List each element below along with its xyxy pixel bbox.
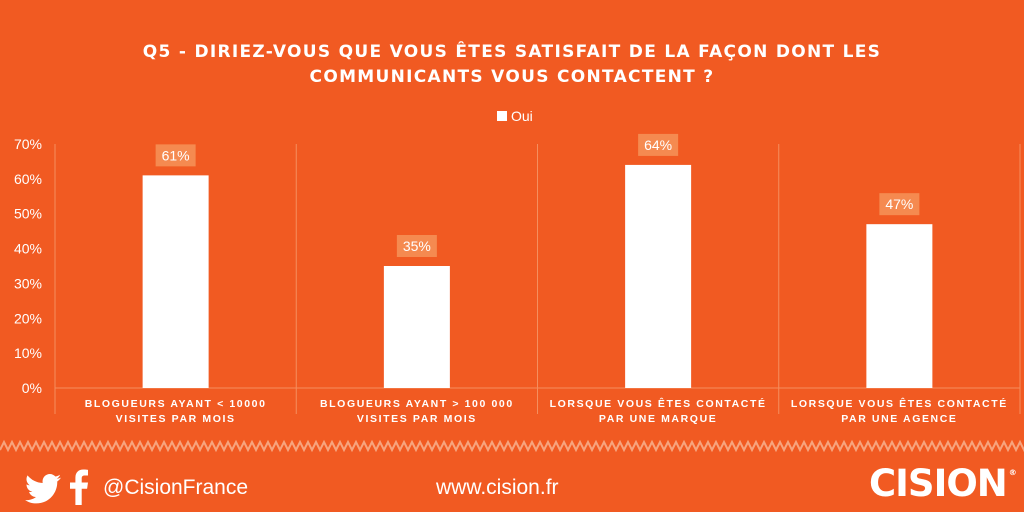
brand-name: CISION xyxy=(869,462,1008,505)
chart-title-line1: Q5 - DIRIEZ-VOUS QUE VOUS ÊTES SATISFAIT… xyxy=(142,42,882,62)
registered-mark: ® xyxy=(1008,468,1017,477)
data-label-box xyxy=(155,144,196,167)
data-label: 35% xyxy=(403,238,431,254)
cision-logo: CISION ® xyxy=(869,462,1017,505)
y-tick-label: 60% xyxy=(14,171,42,187)
y-tick-label: 10% xyxy=(14,345,42,361)
chart-title: Q5 - DIRIEZ-VOUS QUE VOUS ÊTES SATISFAIT… xyxy=(0,40,1024,90)
data-label-box xyxy=(879,193,920,216)
bar xyxy=(383,266,450,388)
legend-swatch xyxy=(497,111,507,121)
legend: Oui xyxy=(497,108,533,124)
category-label: LORSQUE VOUS ÊTES CONTACTÉ xyxy=(791,397,1008,410)
category-label: VISITES PAR MOIS xyxy=(357,413,477,425)
category-label: BLOGUEURS AYANT > 100 000 xyxy=(320,398,514,410)
bar xyxy=(142,175,209,388)
bar-chart: 0% 10% 20% 30% 40% 50% 60% 70% 61% BLOGUEURS AYAN… xyxy=(14,133,1021,425)
y-tick-label: 50% xyxy=(14,206,42,222)
website-link[interactable]: www.cision.fr xyxy=(436,476,559,499)
twitter-icon[interactable] xyxy=(25,474,61,504)
data-label: 64% xyxy=(644,137,672,153)
legend-label: Oui xyxy=(511,108,533,124)
category-label: PAR UNE MARQUE xyxy=(599,413,717,425)
data-label: 61% xyxy=(162,147,190,163)
bar xyxy=(625,164,692,388)
category-label: PAR UNE AGENCE xyxy=(841,413,957,425)
zigzag-divider xyxy=(0,439,1024,453)
chart-title-line2: COMMUNICANTS VOUS CONTACTENT ? xyxy=(309,67,715,87)
category-label: LORSQUE VOUS ÊTES CONTACTÉ xyxy=(550,397,767,410)
y-tick-label: 0% xyxy=(22,380,42,396)
data-label-box xyxy=(396,235,437,257)
facebook-icon[interactable] xyxy=(70,469,88,505)
y-tick-label: 30% xyxy=(14,275,42,291)
category-label: BLOGUEURS AYANT < 10000 xyxy=(85,398,267,410)
data-label-box xyxy=(638,133,679,156)
y-tick-label: 70% xyxy=(14,136,42,152)
twitter-handle[interactable]: @CisionFrance xyxy=(103,476,249,499)
zigzag-line xyxy=(0,439,1024,453)
y-tick-label: 20% xyxy=(14,310,42,326)
category-label: VISITES PAR MOIS xyxy=(116,413,236,425)
data-label: 47% xyxy=(885,196,913,212)
y-tick-label: 40% xyxy=(14,241,42,257)
bar xyxy=(866,224,933,388)
